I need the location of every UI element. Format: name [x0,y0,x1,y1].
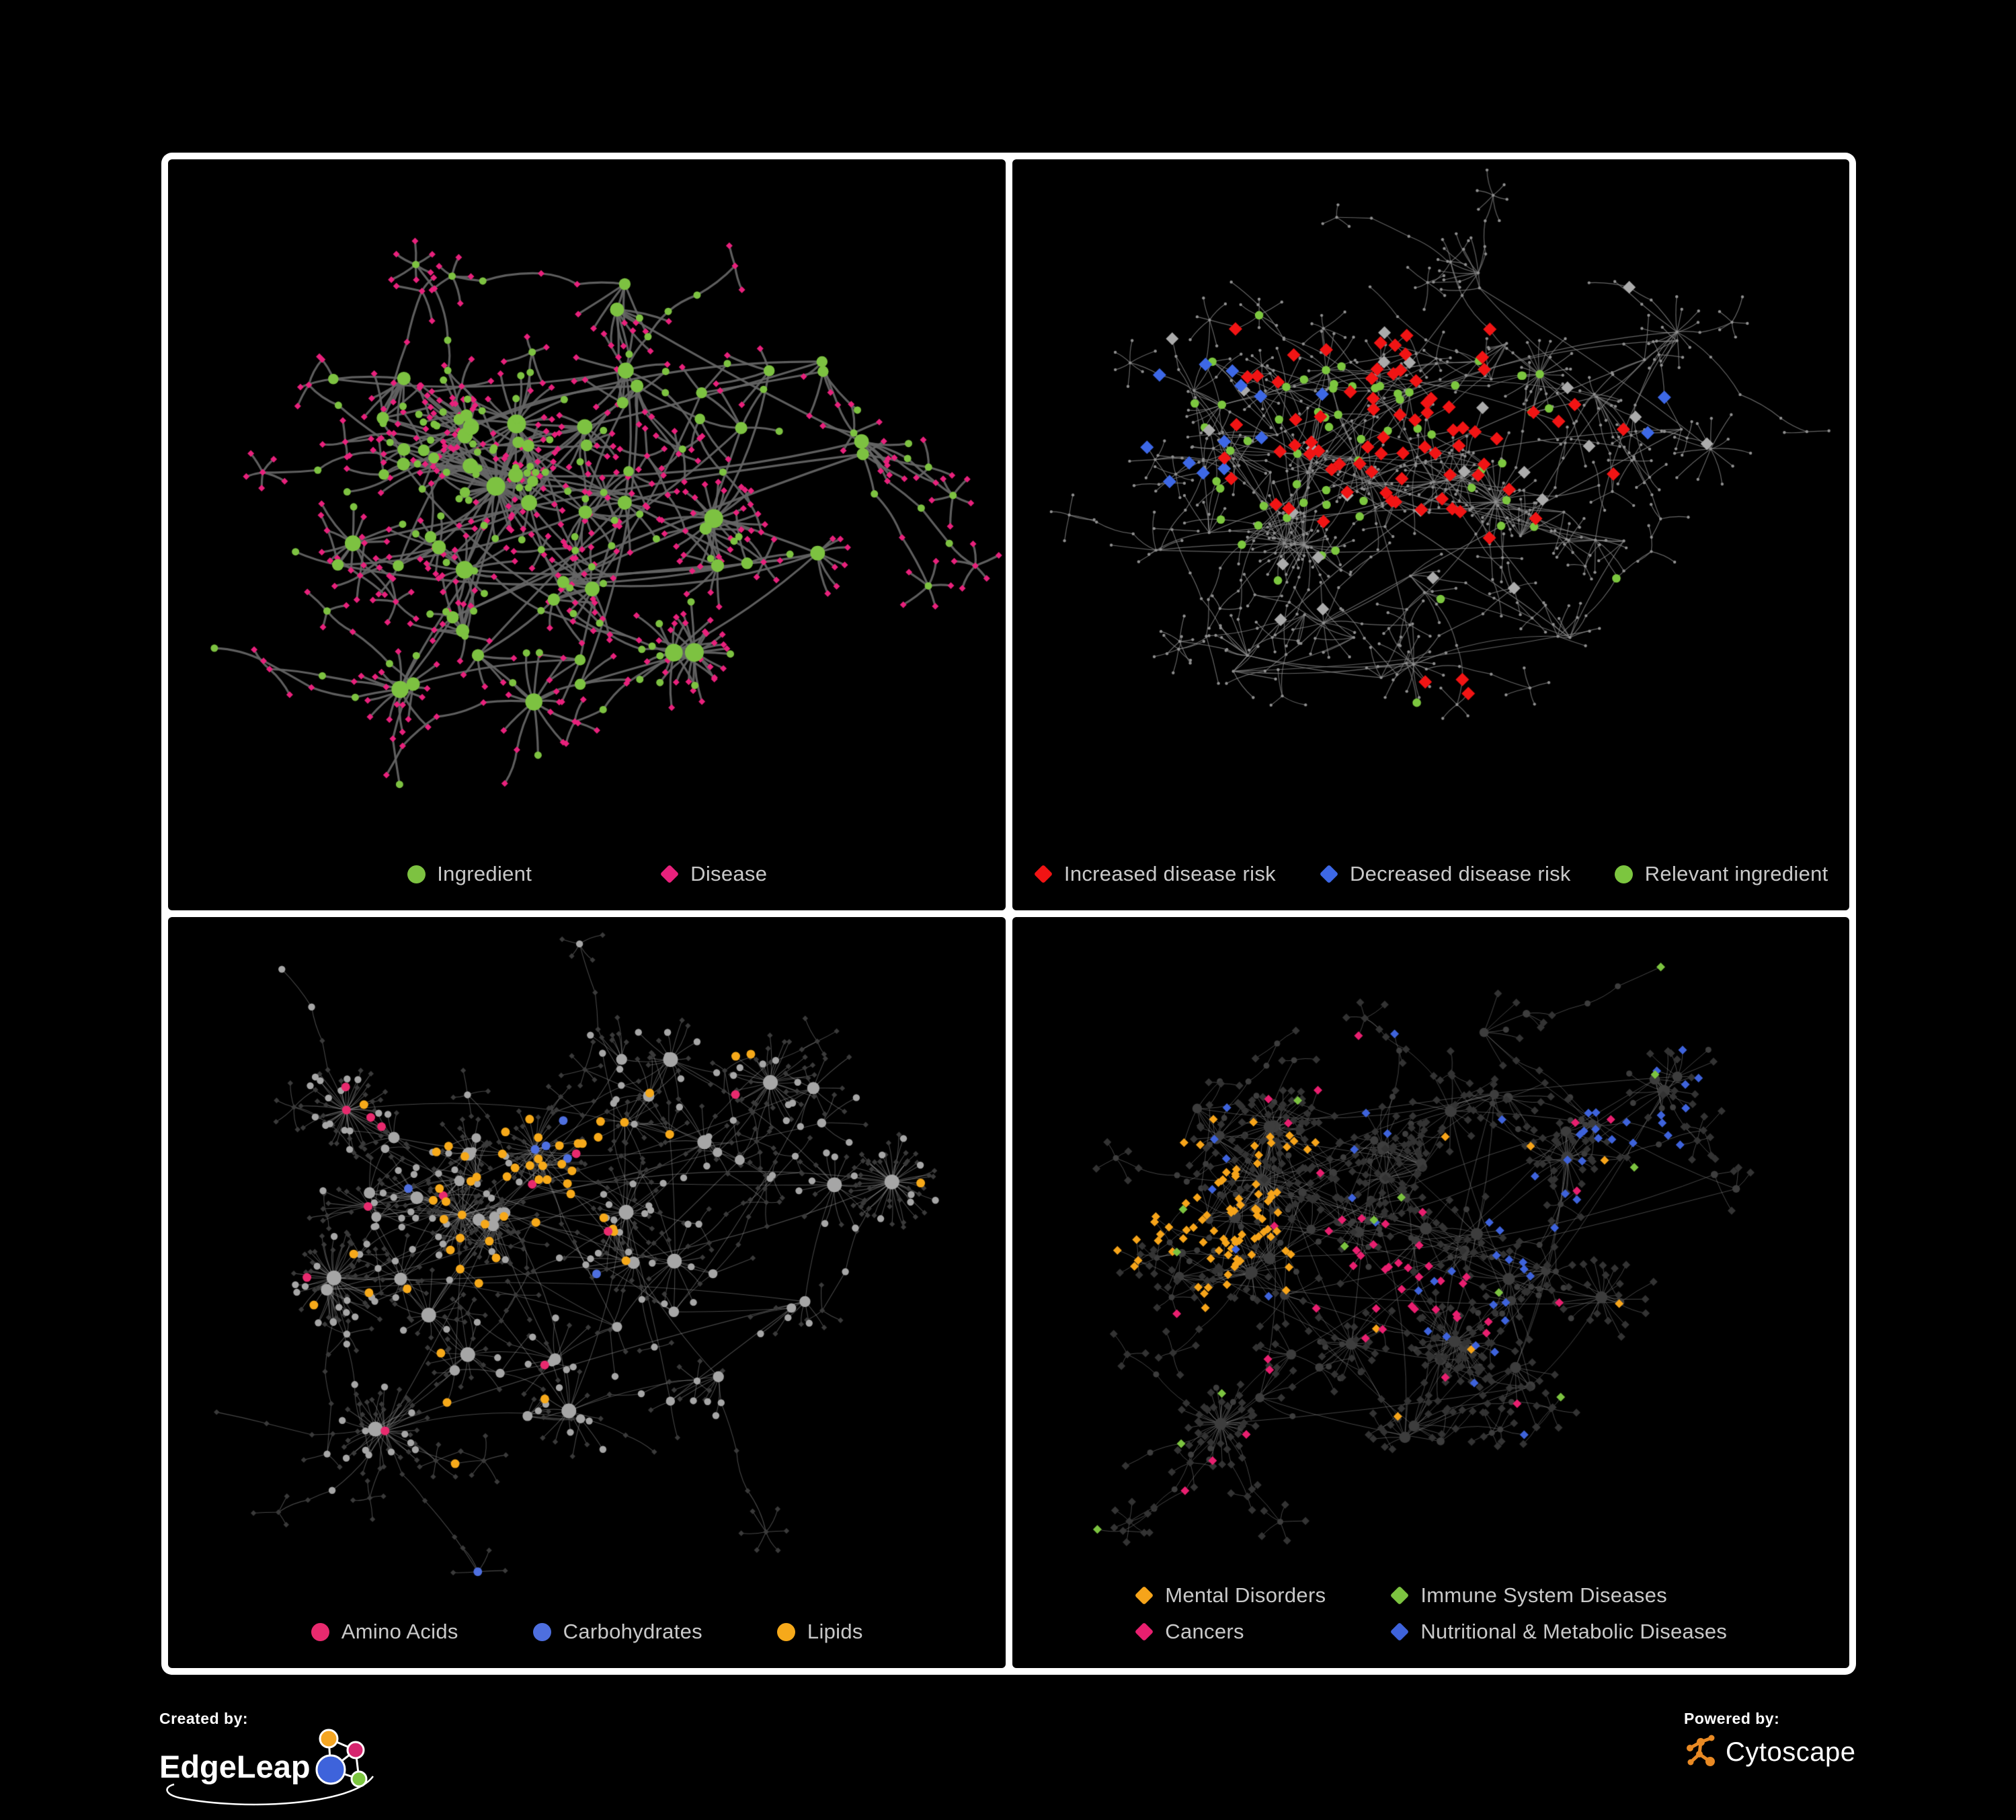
legend-diamond-icon [1033,864,1053,884]
legend-diamond-icon [1135,1585,1154,1606]
cytoscape-wordmark: Cytoscape [1726,1737,1856,1767]
legend-diamond-icon [1390,1622,1410,1642]
legend-item: Carbohydrates [532,1620,702,1644]
legend-item: Increased disease risk [1033,862,1276,886]
legend-circle-icon [533,1622,552,1641]
created-by-label: Created by: [159,1710,249,1727]
legend-diamond-icon [1135,1622,1154,1642]
legend-item: Lipids [776,1620,863,1644]
ingredient-classes-network-canvas [168,917,1006,1668]
legend-diamond-icon [1390,1585,1410,1606]
legend-item: Disease [659,862,767,886]
edgeleap-logo-icon [166,1729,374,1806]
disease-risk-legend: Increased disease risk Decreased disease … [1012,862,1850,886]
legend-label: Decreased disease risk [1349,862,1571,885]
powered-by-block: Powered by: Cytoscape [1684,1710,1855,1771]
ingredient-classes-legend: Amino Acids Carbohydrates Lipids [168,1620,1006,1644]
legend-label: Carbohydrates [563,1620,702,1643]
panel-ingredient-classes: Amino Acids Carbohydrates Lipids [168,917,1006,1668]
legend-label: Disease [690,862,768,885]
panel-ingredient-disease: Ingredient Disease [168,159,1006,910]
legend-circle-icon [407,865,426,883]
disease-classes-network-canvas [1012,917,1849,1668]
created-by-block: Created by: EdgeLeap [159,1710,401,1806]
edgeleap-logo: EdgeLeap [159,1728,401,1809]
disease-risk-network-canvas [1012,159,1849,910]
legend-label: Ingredient [437,862,532,885]
legend-label: Cancers [1165,1620,1244,1643]
ingredient-disease-network-canvas [168,159,1006,910]
legend-label: Mental Disorders [1165,1583,1326,1607]
disease-classes-legend: Mental Disorders Immune System Diseases Ca… [1012,1583,1850,1644]
legend-diamond-icon [659,864,680,884]
ingredient-disease-legend: Ingredient Disease [168,862,1006,886]
legend-item: Immune System Diseases [1389,1583,1727,1608]
edgeleap-wordmark: EdgeLeap [159,1749,311,1784]
panel-grid: Ingredient Disease Increased disease risk… [161,153,1856,1675]
legend-label: Lipids [807,1620,863,1643]
legend-label: Immune System Diseases [1420,1583,1668,1607]
legend-item: Ingredient [406,862,532,886]
legend-label: Increased disease risk [1063,862,1276,885]
panel-disease-risk: Increased disease risk Decreased disease … [1012,159,1850,910]
legend-item: Amino Acids [311,1620,458,1644]
legend-label: Relevant ingredient [1644,862,1828,885]
legend-item: Nutritional & Metabolic Diseases [1389,1620,1727,1644]
legend-circle-icon [777,1622,796,1641]
legend-item: Decreased disease risk [1319,862,1571,886]
legend-item: Cancers [1134,1620,1326,1644]
powered-by-label: Powered by: [1684,1710,1780,1727]
legend-label: Nutritional & Metabolic Diseases [1420,1620,1728,1643]
cytoscape-logo-icon [1687,1735,1715,1766]
panel-disease-classes: Mental Disorders Immune System Diseases Ca… [1012,917,1850,1668]
legend-item: Relevant ingredient [1614,862,1828,886]
legend-item: Mental Disorders [1134,1583,1326,1608]
legend-circle-icon [311,1622,330,1641]
legend-label: Amino Acids [341,1620,458,1643]
legend-diamond-icon [1319,864,1339,884]
legend-circle-icon [1615,865,1634,883]
